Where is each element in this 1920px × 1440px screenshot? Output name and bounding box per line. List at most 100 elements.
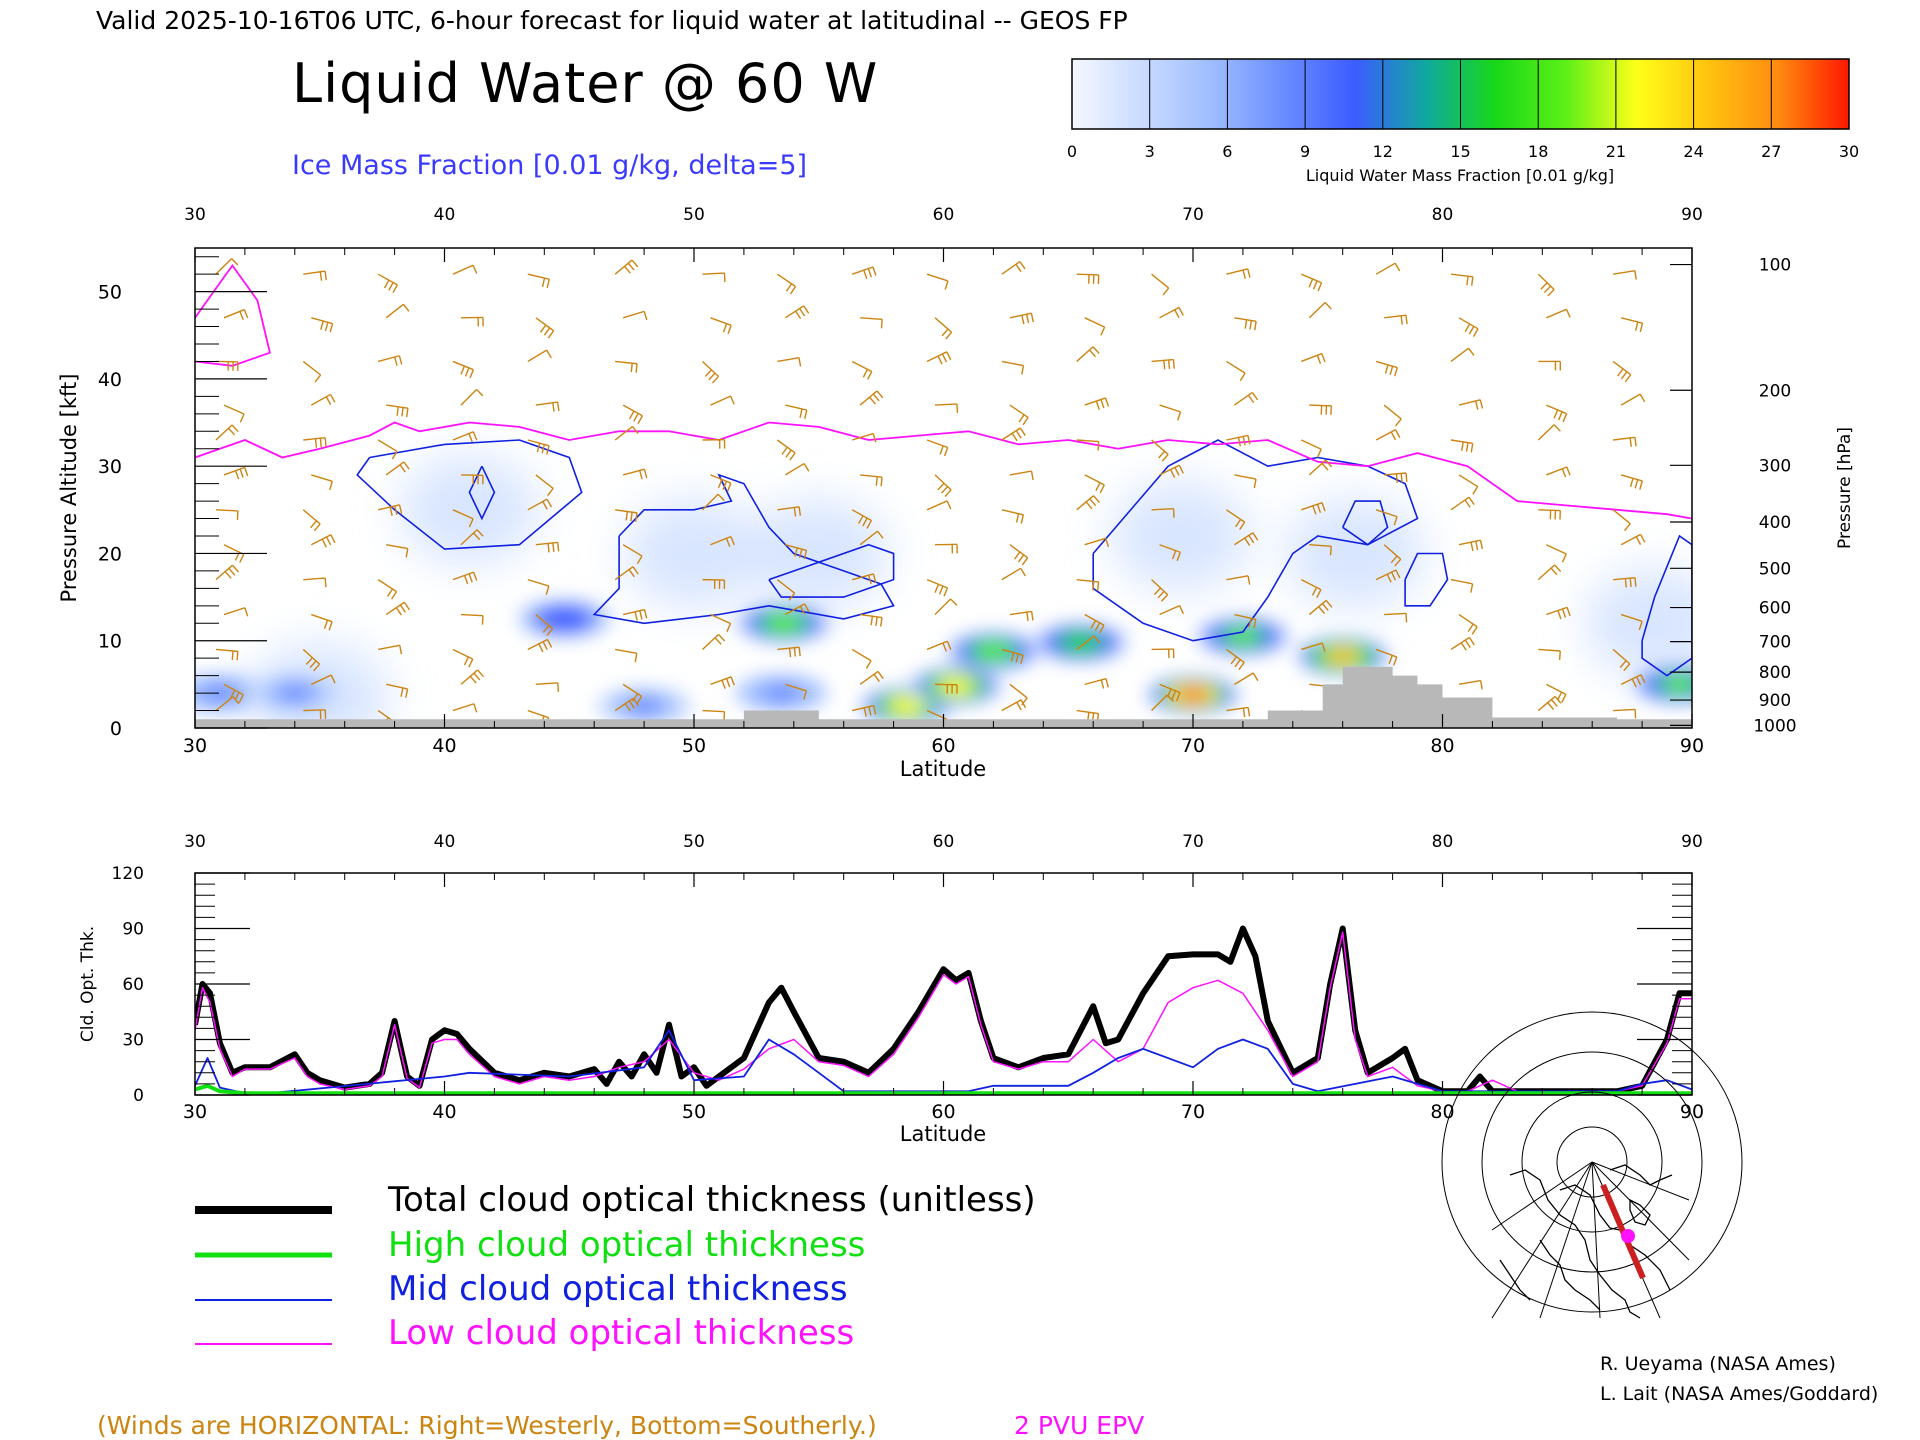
wind-barb: [934, 474, 952, 497]
wind-barb: [1226, 706, 1251, 718]
wind-barb: [385, 461, 410, 476]
wind-barb: [926, 500, 952, 511]
wind-barb: [1620, 533, 1646, 546]
wind-barb: [851, 266, 877, 279]
wind-barb: [1546, 606, 1571, 620]
wind-barb: [852, 704, 877, 717]
top-tick-label: 80: [1432, 205, 1454, 225]
header-text: Valid 2025-10-16T06 UTC, 6-hour forecast…: [96, 6, 1128, 35]
wind-barb: [776, 439, 796, 461]
wind-barb: [859, 670, 884, 685]
wind-barb: [1234, 672, 1259, 685]
top-tick-label: 60: [933, 205, 955, 225]
wind-barb: [1300, 439, 1322, 458]
wind-barb: [1151, 358, 1175, 370]
wind-barb: [460, 529, 484, 546]
wind-barb: [1151, 507, 1175, 518]
pressure-tick-label: 100: [1759, 256, 1791, 276]
ice-contour: [1641, 534, 1692, 677]
wind-barb: [1076, 273, 1100, 284]
wind-barb: [614, 259, 639, 275]
wind-barb: [311, 474, 333, 491]
lower-ylabel: Cld. Opt. Thk.: [78, 926, 98, 1042]
wind-barb: [215, 360, 239, 371]
wind-barb: [377, 273, 398, 294]
wind-barb: [223, 466, 249, 480]
legend-label-mid: Mid cloud optical thickness: [388, 1269, 848, 1309]
wind-barb: [784, 462, 810, 476]
wind-barb: [1458, 399, 1484, 410]
wind-barb: [702, 272, 726, 283]
wind-barb: [1545, 683, 1567, 703]
wind-barb: [1384, 612, 1408, 623]
upper-ylabel-right: Pressure [hPa]: [1835, 427, 1855, 549]
wind-barb: [1234, 474, 1257, 489]
wind-barb: [710, 317, 732, 335]
pressure-tick-label: 300: [1759, 456, 1791, 476]
liquid-water-blob: [1032, 622, 1129, 663]
wind-barb: [926, 273, 949, 290]
wind-barb: [527, 638, 553, 653]
wind-barb: [1546, 308, 1571, 319]
wind-barb: [1076, 635, 1101, 651]
wind-barb: [1300, 579, 1322, 598]
wind-barb: [776, 273, 797, 295]
wind-barb: [1308, 302, 1332, 319]
liquid-water-blob: [907, 666, 1004, 707]
chart-title: Liquid Water @ 60 W: [292, 52, 878, 115]
wind-barb: [1309, 404, 1332, 415]
wind-barb: [1538, 648, 1561, 661]
wind-barb: [460, 613, 484, 625]
x-tick-label: 60: [931, 735, 955, 757]
wind-barb: [1159, 464, 1184, 478]
wind-barb: [1151, 579, 1169, 602]
upper-xlabel: Latitude: [900, 757, 986, 781]
wind-barb: [1234, 532, 1259, 546]
epv-label: 2 PVU EPV: [1014, 1411, 1144, 1440]
wind-barb: [535, 474, 554, 496]
wind-barb: [460, 474, 484, 485]
wind-barb: [784, 305, 810, 320]
ice-contour: [356, 439, 583, 550]
locator-midpoint-marker: [1621, 1229, 1635, 1243]
wind-barb: [1076, 346, 1100, 362]
wind-barb: [934, 598, 958, 616]
wind-barb: [1226, 434, 1251, 447]
wind-barb: [777, 506, 802, 517]
wind-barb: [452, 571, 478, 585]
wind-barb: [1009, 610, 1034, 622]
wind-barb: [1450, 636, 1475, 651]
wind-barbs: [215, 258, 1646, 728]
top-tick-label: 70: [1182, 205, 1204, 225]
lower-top-tick-label: 90: [1681, 832, 1703, 852]
wind-barb: [622, 683, 643, 705]
lower-x-tick-label: 70: [1181, 1101, 1205, 1123]
colorbar-tick-label: 12: [1373, 142, 1393, 161]
wind-barb: [223, 404, 245, 423]
wind-barb: [1084, 537, 1110, 548]
wind-barb: [1613, 708, 1637, 719]
wind-barb: [535, 682, 560, 692]
y-tick-label: 10: [98, 631, 122, 653]
wind-barb: [1001, 260, 1026, 275]
lower-y-tick-label: 30: [122, 1031, 144, 1051]
wind-barb: [926, 439, 949, 457]
colorbar-tick-labels: 0 3 6 9 12 15 18 21 24 27 30: [1067, 142, 1859, 161]
y-tick-label: 20: [98, 543, 122, 565]
x-tick-label: 40: [432, 735, 456, 757]
wind-barb: [710, 535, 735, 547]
x-tick-label: 70: [1181, 735, 1205, 757]
wind-barb: [302, 648, 321, 672]
wind-barb: [1084, 474, 1105, 494]
wind-barb: [535, 317, 555, 339]
wind-barb: [926, 640, 952, 652]
colorbar-label: Liquid Water Mass Fraction [0.01 g/kg]: [1306, 166, 1614, 185]
lower-top-tick-label: 50: [683, 832, 705, 852]
wind-barb: [452, 703, 478, 713]
wind-barb: [452, 431, 478, 443]
wind-barb: [777, 646, 801, 658]
ice-contour: [1404, 552, 1449, 607]
wind-barb: [860, 613, 883, 627]
pressure-tick-label: 700: [1759, 633, 1791, 653]
